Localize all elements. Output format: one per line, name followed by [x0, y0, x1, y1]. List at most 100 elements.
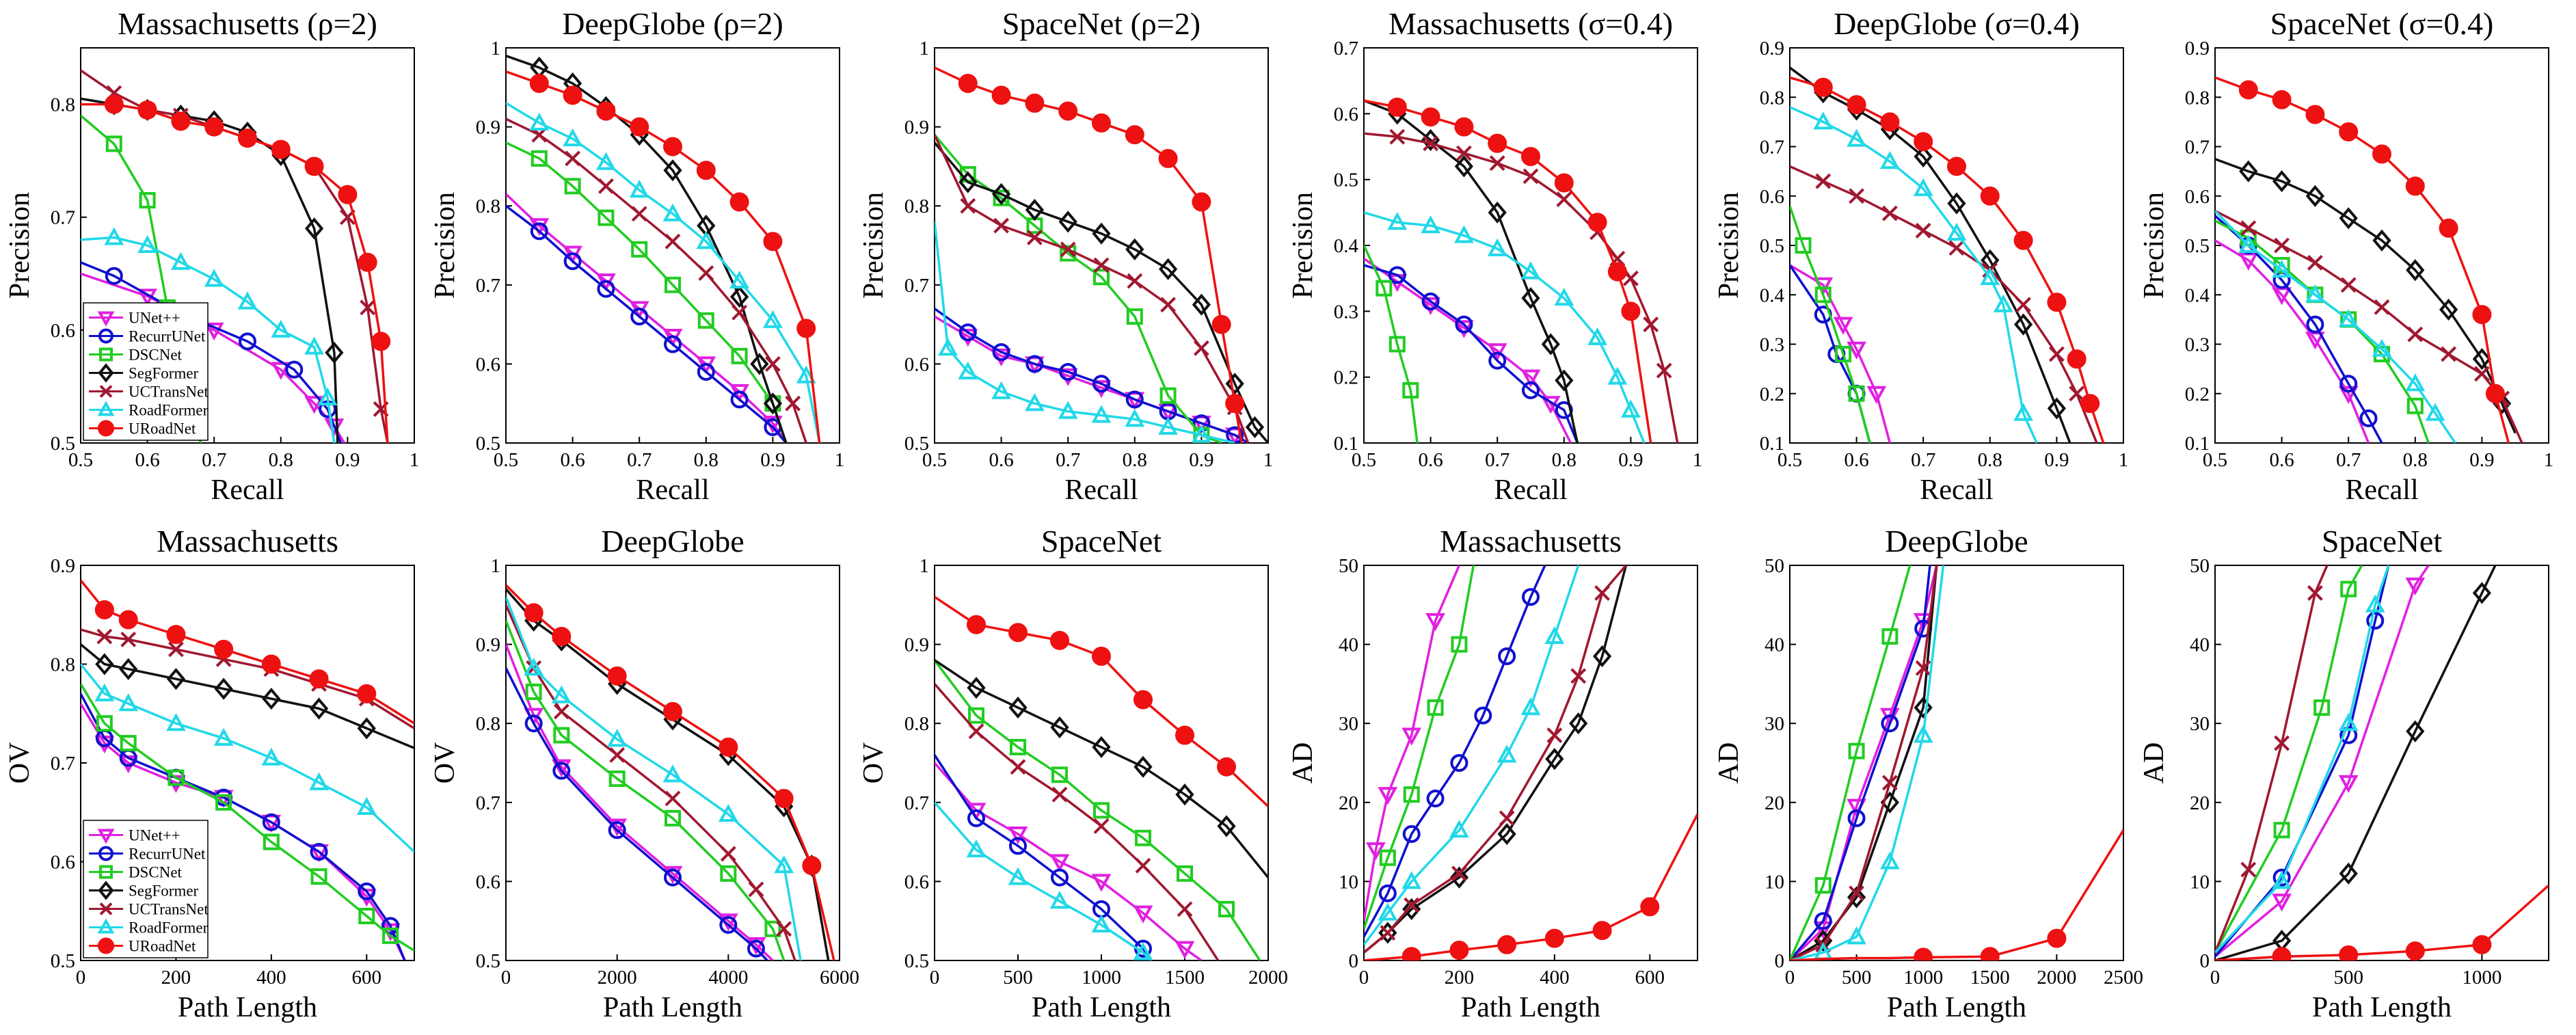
data-point-segformer	[1497, 822, 1516, 846]
data-point-uctransnet	[1815, 173, 1832, 189]
y-tick-label: 0.8	[476, 713, 500, 735]
data-point-roadformer	[662, 203, 683, 221]
data-point-dscnet	[105, 135, 122, 152]
data-point-recurrunet	[1059, 362, 1077, 381]
axes-frame	[1363, 565, 1698, 961]
data-point-recurrunet	[1474, 706, 1492, 725]
data-point-dscnet	[1051, 766, 1068, 783]
y-tick-label: 0.6	[51, 320, 75, 342]
y-tick-label: 10	[1339, 871, 1358, 893]
x-tick-label: 0.5	[494, 449, 518, 471]
y-tick-label: 0.5	[2185, 235, 2210, 257]
data-point-uctransnet	[1556, 191, 1572, 207]
plot-area	[506, 54, 821, 443]
x-tick-label: 1000	[2462, 967, 2501, 989]
data-point-uctransnet	[1010, 759, 1026, 775]
x-tick-label: 2000	[2037, 967, 2076, 989]
data-point-uctransnet	[764, 355, 781, 372]
y-tick-label: 0.3	[1334, 301, 1358, 323]
series-line-segformer	[81, 643, 414, 749]
chart-title: Massachusetts (ρ=2)	[118, 6, 377, 41]
data-point-recurrunet	[1450, 754, 1468, 772]
data-point-uroadnet	[1592, 921, 1612, 941]
data-point-uroadnet	[1980, 186, 2000, 206]
y-tick-label: 0.5	[1334, 170, 1358, 191]
plot-area	[506, 584, 835, 960]
data-point-uroadnet	[2485, 384, 2505, 403]
data-point-roadformer	[729, 270, 749, 289]
y-tick-label: 0.6	[1334, 103, 1358, 125]
y-tick-label: 0.9	[51, 555, 75, 577]
data-point-uroadnet	[358, 252, 377, 272]
data-point-uroadnet	[1880, 112, 1900, 132]
data-point-segformer	[1092, 222, 1111, 245]
data-point-roadformer	[1378, 902, 1398, 921]
y-tick-label: 0.4	[1760, 284, 1785, 306]
data-point-unet	[1175, 941, 1195, 959]
series-line-uroadnet	[1790, 829, 2123, 960]
data-point-uctransnet	[720, 846, 736, 862]
data-point-uctransnet	[2069, 386, 2085, 402]
x-tick-label: 1	[1263, 449, 1274, 471]
data-point-uroadnet	[2405, 941, 2425, 960]
y-tick-label: 0.8	[904, 713, 929, 735]
series-line-recurrunet	[506, 667, 768, 960]
data-point-roadformer	[2305, 284, 2325, 303]
data-point-segformer	[1175, 783, 1194, 806]
x-tick-label: 6000	[820, 967, 859, 989]
data-point-segformer	[1008, 696, 1028, 719]
data-point-unet	[1847, 341, 1866, 360]
series-line-roadformer	[2215, 565, 2390, 954]
chart-1-massachusetts-2: 0.5 0.6 0.7 0.8 0.9 1 0.5 0.6 0.7 0.8 Massachusett…	[4, 6, 419, 506]
data-point-dscnet	[1427, 699, 1444, 716]
data-point-uctransnet	[1135, 857, 1151, 874]
legend-marker-recurrunet	[98, 846, 113, 861]
y-tick-label: 0.5	[904, 950, 929, 972]
series-line-recurrunet	[935, 308, 1249, 443]
x-tick-label: 0.9	[2044, 449, 2069, 471]
legend-label-uroadnet: URoadNet	[129, 420, 196, 438]
series-line-uroadnet	[506, 70, 821, 443]
data-point-recurrunet	[1488, 351, 1507, 370]
data-point-uroadnet	[729, 192, 749, 212]
data-point-roadformer	[629, 179, 649, 198]
x-tick-label: 0	[1785, 967, 1795, 989]
data-point-roadformer	[1554, 287, 1574, 306]
chart-12-spacenet: 0 500 1000 0 10 20 30 40 50 SpaceNet Path Length AD	[2138, 524, 2549, 1023]
data-point-roadformer	[966, 839, 987, 858]
data-point-roadformer	[2405, 373, 2426, 392]
y-tick-label: 0.7	[2185, 137, 2210, 159]
data-point-dscnet	[1881, 628, 1899, 645]
series-line-roadformer	[935, 221, 1235, 443]
x-tick-label: 2000	[598, 967, 637, 989]
data-point-segformer	[991, 183, 1011, 205]
chart-2-deepglobe-2: 0.5 0.6 0.7 0.8 0.9 1 0.5 0.6 0.7 0.8 0.9 1 DeepGlob…	[429, 6, 844, 506]
series-line-recurrunet	[935, 754, 1153, 960]
data-point-uctransnet	[1060, 241, 1076, 258]
data-point-uroadnet	[1401, 947, 1421, 960]
data-point-recurrunet	[381, 917, 400, 935]
y-tick-label: 0	[1349, 950, 1359, 972]
plot-area	[2215, 76, 2523, 443]
data-point-roadformer	[607, 729, 628, 747]
data-point-segformer	[750, 353, 769, 375]
data-point-dscnet	[2340, 580, 2357, 597]
plot-area	[1790, 66, 2105, 443]
data-point-uctransnet	[1881, 205, 1898, 221]
data-point-roadformer	[1621, 399, 1641, 418]
data-point-roadformer	[1091, 914, 1112, 932]
data-point-dscnet	[1388, 336, 1406, 353]
y-axis-label: Precision	[2138, 192, 2170, 299]
y-tick-label: 0.8	[1760, 87, 1784, 109]
data-point-uroadnet	[1980, 947, 2000, 960]
legend-label-unet: UNet++	[129, 310, 180, 327]
data-point-segformer	[1488, 201, 1507, 224]
series-line-recurrunet	[506, 204, 788, 443]
y-axis-label: AD	[2138, 742, 2170, 784]
data-point-roadformer	[1497, 744, 1517, 763]
data-point-uroadnet	[663, 137, 682, 157]
x-axis-label: Path Length	[1461, 992, 1600, 1023]
data-point-unet	[1401, 727, 1422, 746]
y-tick-label: 10	[1765, 871, 1784, 893]
data-point-roadformer	[304, 336, 324, 355]
